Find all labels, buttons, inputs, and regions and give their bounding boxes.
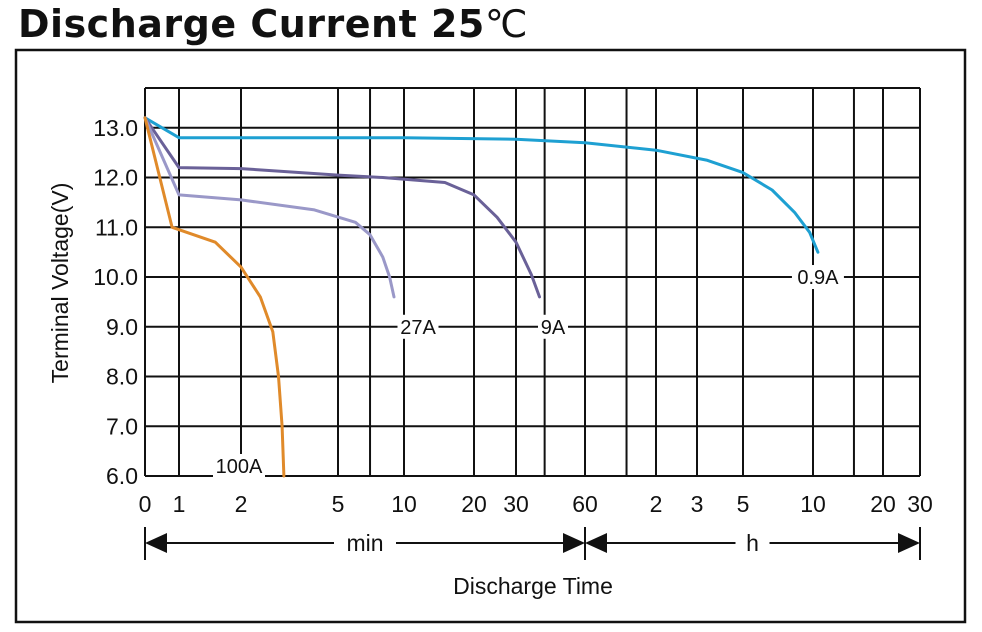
y-tick-label: 8.0	[106, 364, 138, 390]
x-tick-label: 30	[907, 491, 933, 517]
x-tick-label: 10	[391, 491, 417, 517]
series-line-100A	[143, 116, 286, 478]
y-tick-label: 12.0	[93, 165, 138, 191]
y-tick-label: 10.0	[93, 264, 138, 290]
curve-label: 0.9A	[797, 267, 839, 289]
x-tick-label: 5	[737, 491, 750, 517]
curve-label-backdrop	[397, 314, 439, 339]
chart-title: Discharge Current 25℃	[18, 2, 529, 46]
x-tick-labels: 0 1 2 5 10 20 30 60 2 3 5 10 20 30	[139, 491, 933, 517]
y-tick-label: 7.0	[106, 413, 138, 439]
x-tick-label: 20	[461, 491, 487, 517]
range-label: min	[346, 530, 383, 556]
curve-label-backdrop	[538, 314, 568, 339]
arrow-left-icon	[585, 533, 607, 553]
arrow-right-icon	[563, 533, 585, 553]
range-label: h	[746, 530, 759, 556]
x-tick-label: 20	[870, 491, 896, 517]
curve-label: 100A	[216, 456, 263, 478]
y-axis-label: Terminal Voltage(V)	[47, 183, 73, 384]
curves	[143, 116, 820, 478]
y-tick-label: 9.0	[106, 314, 138, 340]
x-tick-label: 10	[800, 491, 826, 517]
x-tick-label: 2	[650, 491, 663, 517]
curve-label: 9A	[541, 317, 566, 339]
x-axis-label: Discharge Time	[453, 573, 613, 599]
x-tick-label: 5	[332, 491, 345, 517]
y-tick-label: 13.0	[93, 115, 138, 141]
grid	[144, 87, 921, 477]
series-line-0.9A	[143, 116, 820, 254]
x-tick-label: 30	[503, 491, 529, 517]
chart-frame	[14, 48, 967, 624]
y-tick-labels: 6.0 7.0 8.0 9.0 10.0 11.0 12.0 13.0	[93, 115, 138, 489]
curve-label-backdrop	[213, 454, 265, 478]
curve-label-backdrop	[791, 265, 844, 290]
x-tick-label: 1	[173, 491, 186, 517]
x-tick-label: 3	[691, 491, 704, 517]
arrow-left-icon	[145, 533, 167, 553]
x-tick-label: 60	[572, 491, 598, 517]
series-line-9A	[143, 116, 541, 299]
curve-label: 27A	[400, 317, 436, 339]
y-tick-label: 6.0	[106, 463, 138, 489]
arrow-right-icon	[898, 533, 920, 553]
curve-labels: 0.9A 9A 27A 100A	[213, 265, 844, 478]
series-line-27A	[143, 116, 396, 299]
x-tick-label: 2	[235, 491, 248, 517]
range-arrows: min h	[144, 527, 921, 560]
x-tick-label: 0	[139, 491, 152, 517]
y-tick-label: 11.0	[95, 214, 138, 240]
